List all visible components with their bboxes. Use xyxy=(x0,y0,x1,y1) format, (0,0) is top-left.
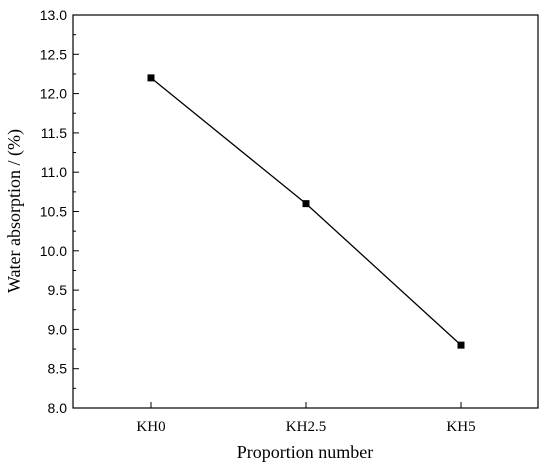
y-tick-label: 10.0 xyxy=(40,243,67,259)
y-tick-label: 9.0 xyxy=(48,321,68,337)
y-axis-title: Water absorption / (%) xyxy=(4,129,25,293)
y-tick-label: 11.0 xyxy=(41,164,67,180)
x-tick-label: KH2.5 xyxy=(286,419,326,435)
series-line xyxy=(150,77,462,346)
data-point-marker xyxy=(457,341,465,349)
data-point-marker xyxy=(147,74,155,82)
series-layer xyxy=(147,74,465,349)
x-tick-label: KH5 xyxy=(446,419,475,435)
y-tick-label: 12.5 xyxy=(40,46,67,62)
plot-frame xyxy=(72,14,539,409)
y-tick-label: 8.5 xyxy=(48,361,68,377)
y-axis-ticks: 8.0 8.5 9.0 9.5 10.0 10.5 11.0 11.5 12.0 12.5 13.0 xyxy=(40,7,79,416)
x-tick-label: KH0 xyxy=(136,419,165,435)
y-tick-label: 8.0 xyxy=(48,400,68,416)
x-axis-title: Proportion number xyxy=(237,442,374,462)
x-axis-ticks: KH0 KH2.5 KH5 xyxy=(136,402,476,435)
y-tick-label: 13.0 xyxy=(40,7,67,23)
y-tick-label: 10.5 xyxy=(40,204,67,220)
data-point-marker xyxy=(302,200,310,208)
y-tick-label: 9.5 xyxy=(48,282,68,298)
y-tick-label: 12.0 xyxy=(40,86,67,102)
y-tick-label: 11.5 xyxy=(41,125,67,141)
